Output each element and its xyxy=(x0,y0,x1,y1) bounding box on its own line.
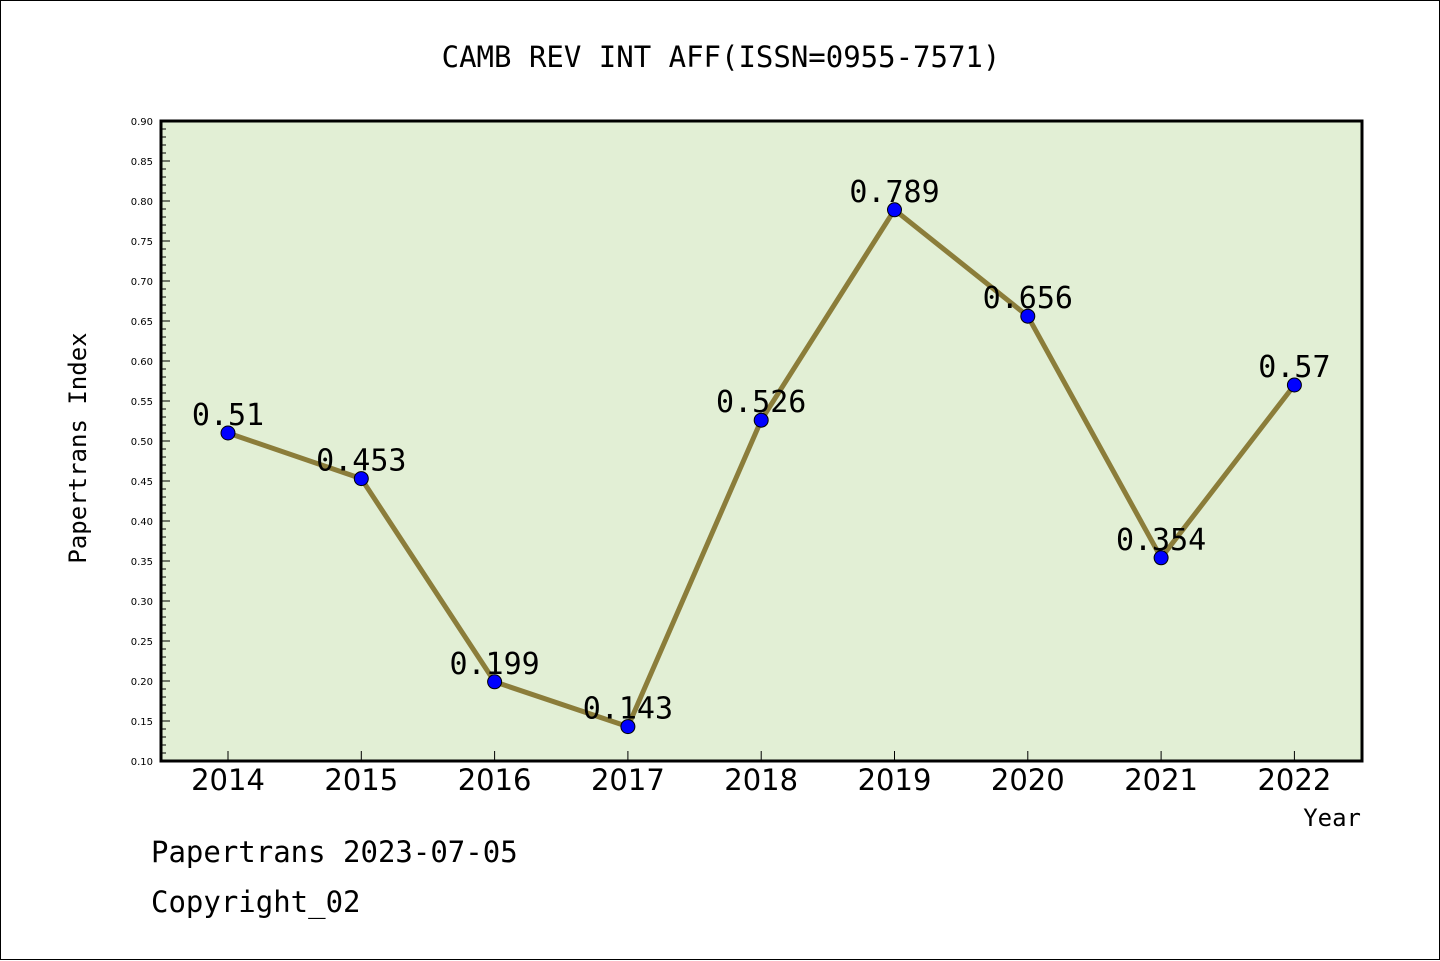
data-label: 0.199 xyxy=(449,647,539,682)
data-label: 0.51 xyxy=(192,398,264,433)
x-tick-label: 2018 xyxy=(724,763,798,797)
data-point xyxy=(1020,308,1036,324)
x-tick-label: 2022 xyxy=(1257,763,1331,797)
x-tick-label: 2019 xyxy=(858,763,932,797)
data-point xyxy=(620,719,636,735)
y-tick-label: 0.70 xyxy=(131,277,153,288)
y-tick-label: 0.90 xyxy=(131,117,153,128)
data-label: 0.143 xyxy=(583,692,673,727)
x-axis-label: Year xyxy=(1303,804,1361,832)
y-tick-label: 0.65 xyxy=(131,317,153,328)
data-point xyxy=(353,471,369,487)
footer-date: Papertrans 2023-07-05 xyxy=(151,835,518,869)
y-tick-label: 0.15 xyxy=(131,717,153,728)
data-label: 0.453 xyxy=(316,444,406,479)
footer-copyright: Copyright_02 xyxy=(151,885,361,919)
data-point xyxy=(1153,550,1169,566)
series-layer: 0.51 0.453 0.199 0.143 0.526 0.789 0.656 0.354 0… xyxy=(192,175,1331,735)
y-axis-label: Papertrans Index xyxy=(64,332,92,563)
data-label: 0.526 xyxy=(716,385,806,420)
x-tick-label: 2016 xyxy=(458,763,532,797)
y-tick-label: 0.40 xyxy=(131,517,153,528)
data-point xyxy=(1286,377,1302,393)
data-label: 0.789 xyxy=(849,175,939,210)
x-tick-label: 2014 xyxy=(191,763,265,797)
y-tick-label: 0.35 xyxy=(131,557,153,568)
y-tick-label: 0.10 xyxy=(131,757,153,768)
y-tick-label: 0.60 xyxy=(131,357,153,368)
y-tick-label: 0.30 xyxy=(131,597,153,608)
y-tick-label: 0.85 xyxy=(131,157,153,168)
y-axis: 0.10 0.15 0.20 0.25 0.30 0.35 0.40 0.45 0.50 0.55… xyxy=(131,117,170,768)
y-tick-label: 0.20 xyxy=(131,677,153,688)
data-label: 0.354 xyxy=(1116,523,1206,558)
data-point xyxy=(487,674,503,690)
x-tick-label: 2020 xyxy=(991,763,1065,797)
x-tick-label: 2017 xyxy=(591,763,665,797)
x-axis: 2014 2015 2016 2017 2018 2019 2020 2021 2022 xyxy=(191,751,1331,797)
y-tick-label: 0.75 xyxy=(131,237,153,248)
data-label: 0.656 xyxy=(983,281,1073,316)
y-tick-label: 0.55 xyxy=(131,397,153,408)
chart-title: CAMB REV INT AFF(ISSN=0955-7571) xyxy=(442,40,1001,74)
data-label: 0.57 xyxy=(1258,350,1330,385)
data-point xyxy=(887,202,902,218)
data-point xyxy=(753,412,769,428)
data-point xyxy=(220,425,236,441)
y-tick-label: 0.25 xyxy=(131,637,153,648)
plot-area xyxy=(159,119,1364,763)
x-tick-label: 2021 xyxy=(1124,763,1198,797)
y-tick-label: 0.80 xyxy=(131,197,153,208)
x-tick-label: 2015 xyxy=(324,763,398,797)
y-tick-label: 0.50 xyxy=(131,437,153,448)
y-tick-label: 0.45 xyxy=(131,477,153,488)
